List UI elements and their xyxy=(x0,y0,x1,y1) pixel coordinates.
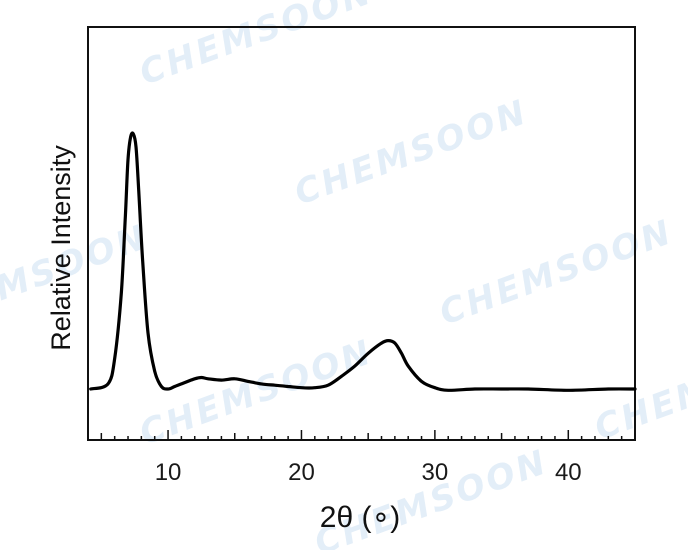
x-tick-label: 10 xyxy=(155,459,182,486)
watermark-text: CHEMSOON xyxy=(434,212,678,333)
watermark-text: CHEMSOON xyxy=(134,0,378,93)
plot-frame xyxy=(87,26,636,441)
x-tick-label: 40 xyxy=(555,459,582,486)
x-tick-label: 30 xyxy=(422,459,449,486)
watermark-text: CHEMSOON xyxy=(134,332,378,453)
watermark-text: CHEMSOON xyxy=(289,92,533,213)
x-axis-label: 2θ (∘) xyxy=(320,501,400,534)
watermark-text: CHEMSOON xyxy=(0,217,154,338)
y-axis-label: Relative Intensity xyxy=(46,145,76,351)
series-line xyxy=(89,131,637,392)
x-tick-label: 20 xyxy=(288,459,315,486)
x-axis-ticks: 10 20 30 40 xyxy=(87,430,636,486)
